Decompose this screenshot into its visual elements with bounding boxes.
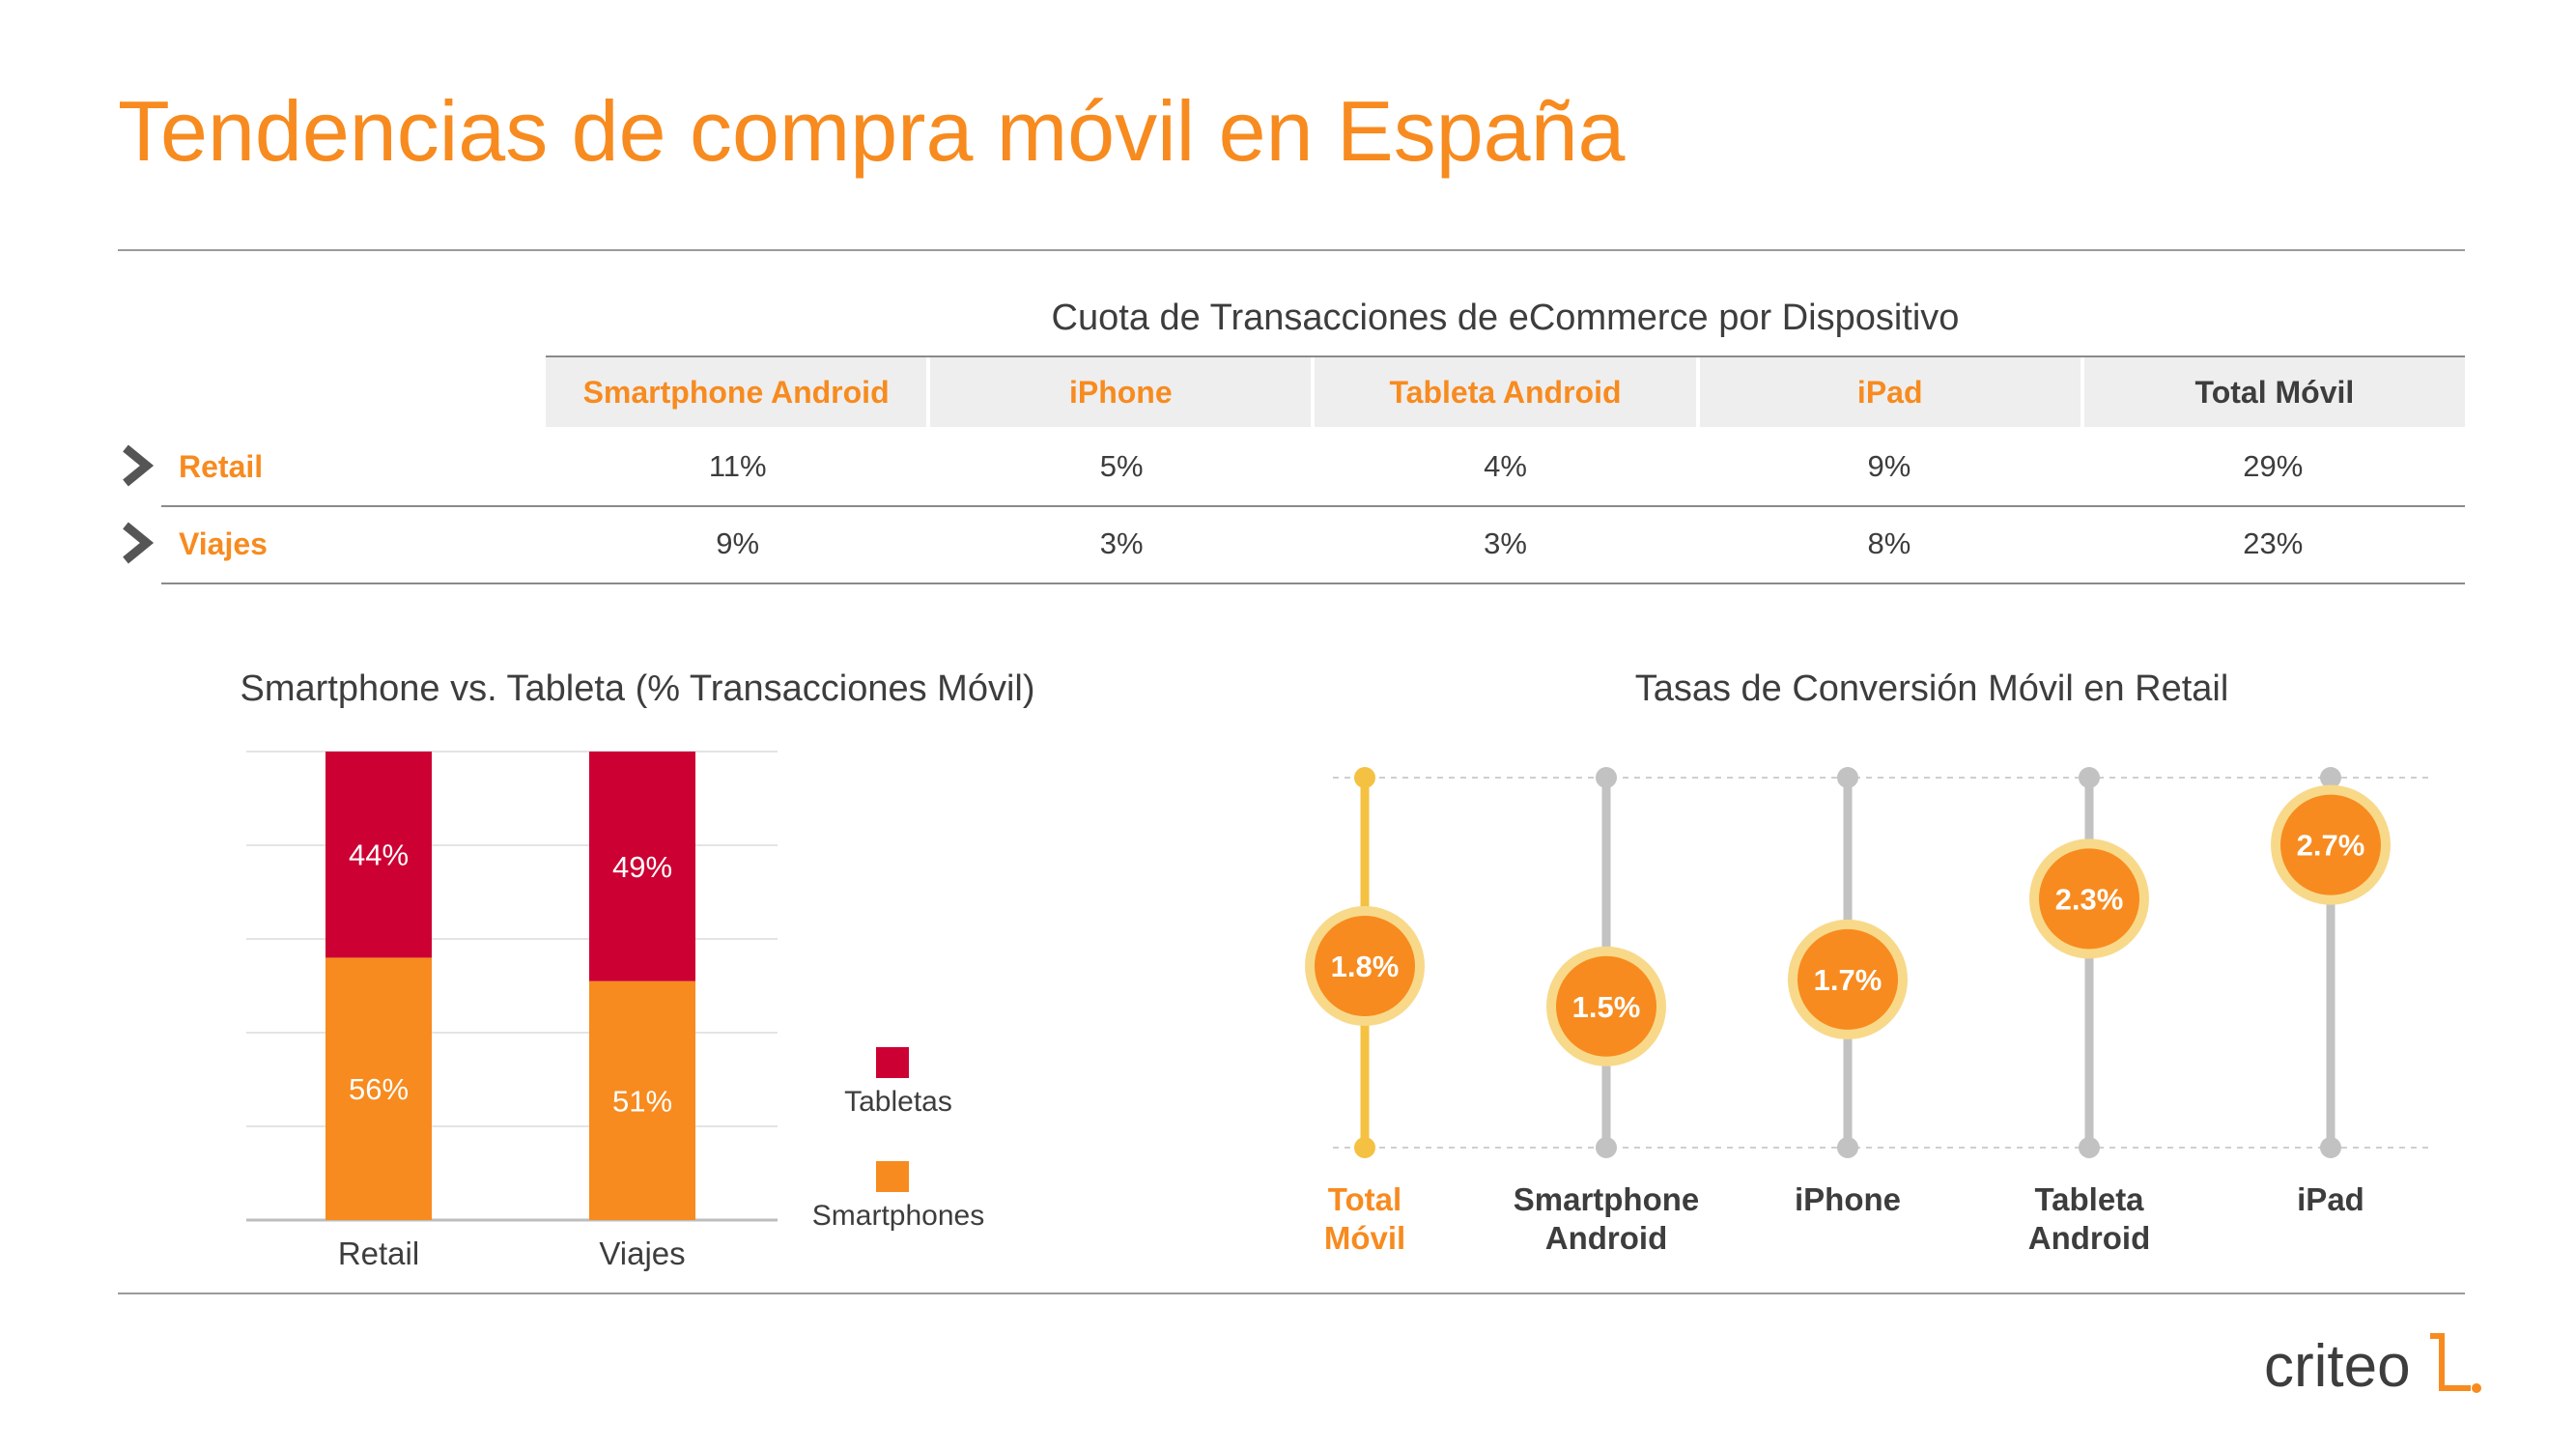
marker-point [1798,928,1898,1030]
chevron-right-icon [123,522,155,564]
top-divider [118,249,2465,251]
x-tick-label: Viajes [599,1236,685,1271]
table-cell: 9% [1867,449,1911,483]
legend-label-smartphones: Smartphones [812,1200,984,1232]
data-label: 51% [612,1084,672,1118]
data-label: 1.7% [1814,963,1882,997]
table-cell: 3% [1099,526,1144,560]
stem-cap [1354,767,1375,788]
bar-tabletas-viajes [589,752,695,981]
stem-cap [1596,767,1617,788]
bar-smartphones-retail [326,957,432,1220]
x-tick-label: Retail [338,1236,419,1271]
header-ipad: iPad [1699,357,2084,427]
header-iphone: iPhone [930,357,1316,427]
table-header: Smartphone Android iPhone Tableta Androi… [546,357,2466,427]
table-title: Cuota de Transacciones de eCommerce por … [1051,298,1960,338]
row-label-retail: Retail [179,448,264,484]
data-label: 2.7% [2297,829,2365,863]
x-tick-label: iPhone [1795,1181,1901,1217]
data-label: 49% [612,850,672,884]
bar-tabletas-retail [326,752,432,958]
legend-label-tabletas: Tabletas [844,1086,952,1118]
data-label: 2.3% [2055,882,2124,916]
data-label: 1.5% [1572,990,1641,1024]
legend-swatch [876,1047,909,1078]
x-tick-label: Smartphone Android [1514,1181,1700,1256]
header-tableta-android: Tableta Android [1315,357,1700,427]
page-title: Tendencias de compra móvil en España [118,83,1626,179]
marker-point [1556,955,1656,1057]
data-label: 56% [349,1072,409,1106]
bar-chart-title: Smartphone vs. Tableta (% Transacciones … [240,668,1035,709]
marker-point [2039,848,2139,950]
table-row: Viajes 9% 3% 3% 8% 23% [161,505,2465,584]
bar-smartphones-viajes [589,980,695,1220]
table-cell: 23% [2243,526,2304,560]
x-tick-label: iPad [2297,1181,2364,1217]
stem-cap [2079,767,2100,788]
x-tick-label: Tableta Android [2028,1181,2150,1256]
table-cell: 11% [708,449,767,483]
table-cell: 3% [1484,526,1527,560]
data-label: 44% [349,838,409,872]
header-total-movil: Total Móvil [2083,357,2466,427]
stem-cap [2320,767,2341,788]
logo-text: criteo [2264,1333,2411,1400]
conversion-chart-title: Tasas de Conversión Móvil en Retail [1634,668,2229,709]
stem-cap [2079,1137,2100,1158]
row-label-viajes: Viajes [179,526,268,561]
table-cell: 5% [1099,449,1144,483]
stem-cap [1837,1137,1858,1158]
marker-point [1315,915,1415,1016]
table-top-line [546,355,2465,357]
legend-swatch [876,1161,909,1192]
stem-cap [2320,1137,2341,1158]
table-cell: 8% [1867,526,1911,560]
header-smartphone-android: Smartphone Android [546,357,931,427]
criteo-logo: criteo [2264,1333,2481,1400]
stem-cap [1596,1137,1617,1158]
table-cell: 4% [1484,449,1527,483]
chevron-right-icon [123,444,155,487]
table-cell: 29% [2243,449,2304,483]
marker-point [2280,794,2381,895]
x-tick-label: Total Móvil [1324,1181,1405,1256]
stem-cap [1354,1137,1375,1158]
stem-cap [1837,767,1858,788]
bottom-divider [118,1293,2465,1294]
table-cell: 9% [716,526,760,560]
table-row: Retail 11% 5% 4% 9% 29% [161,428,2465,507]
data-label: 1.8% [1331,950,1400,983]
